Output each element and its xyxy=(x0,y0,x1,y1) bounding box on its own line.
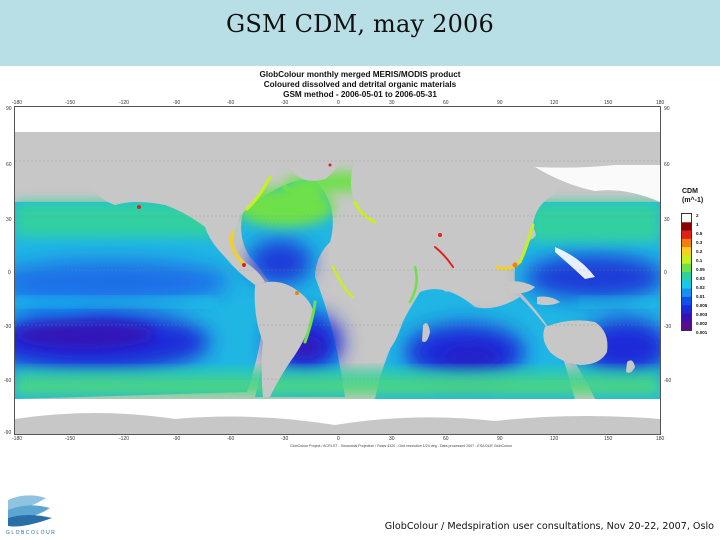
no-data-ice xyxy=(15,107,660,434)
colorbar-swatch xyxy=(682,230,691,240)
equatorial-band xyxy=(15,297,660,307)
lon-label-top: -150 xyxy=(65,100,76,106)
lon-label-bottom: -90 xyxy=(173,436,181,442)
figure-title-line-3: GSM method - 2006-05-01 to 2006-05-31 xyxy=(283,90,437,99)
lon-label-top: 60 xyxy=(443,100,449,106)
lon-label-top: -180 xyxy=(12,100,23,106)
colorbar-swatch xyxy=(682,296,691,306)
colorbar xyxy=(681,213,692,331)
colorbar-title-name: CDM xyxy=(682,188,698,195)
colorbar-label: 0.02 xyxy=(696,285,705,290)
lat-label-right: -60 xyxy=(664,378,672,384)
lon-label-top: 30 xyxy=(389,100,395,106)
lon-label-top: 180 xyxy=(656,100,665,106)
colorbar-label: 1 xyxy=(696,222,699,227)
colorbar-label: 0.5 xyxy=(696,231,703,236)
lon-label-top: 150 xyxy=(604,100,613,106)
colorbar-label: 0.3 xyxy=(696,240,703,245)
colorbar-label: 0.003 xyxy=(696,312,708,317)
colorbar-swatch xyxy=(682,321,691,330)
lon-label-bottom: -60 xyxy=(227,436,235,442)
lon-label-top: -120 xyxy=(119,100,130,106)
figure-title-line-2: Coloured dissolved and detrital organic … xyxy=(263,80,457,89)
lon-label-bottom: 60 xyxy=(443,436,449,442)
colorbar-label: 0.005 xyxy=(696,303,708,308)
lat-label-right: 30 xyxy=(664,217,670,223)
title-band xyxy=(0,0,720,66)
lat-label-right: -30 xyxy=(664,324,672,330)
lon-label-bottom: 90 xyxy=(497,436,503,442)
lon-label-bottom: -180 xyxy=(12,436,23,442)
colorbar-label: 0.05 xyxy=(696,267,705,272)
globcolour-logo xyxy=(8,495,52,527)
lat-label-left: 60 xyxy=(6,162,12,168)
figure-title-line-1: GlobColour monthly merged MERIS/MODIS pr… xyxy=(259,70,461,79)
colorbar-label: 0.002 xyxy=(696,321,708,326)
colorbar-swatch xyxy=(682,263,691,273)
colorbar-swatch xyxy=(682,272,691,281)
colorbar-unit: (m^-1) xyxy=(682,197,704,204)
colorbar-swatch xyxy=(682,238,691,248)
slide-title: GSM CDM, may 2006 xyxy=(226,10,494,38)
lon-label-top: 0 xyxy=(337,100,340,106)
colorbar-svg xyxy=(682,214,691,330)
map-svg xyxy=(15,107,660,434)
lon-label-bottom: 30 xyxy=(389,436,395,442)
colorbar-swatch xyxy=(682,255,691,265)
lat-label-left: 90 xyxy=(6,106,12,112)
colorbar-title: CDM (m^-1) xyxy=(682,187,718,205)
lat-label-right: 90 xyxy=(664,106,670,112)
colorbar-swatch xyxy=(682,288,691,298)
colorbar-label: 0.1 xyxy=(696,258,703,263)
lon-label-bottom: -30 xyxy=(281,436,289,442)
lon-label-bottom: 0 xyxy=(337,436,340,442)
lat-label-right: 60 xyxy=(664,162,670,168)
lon-label-top: -90 xyxy=(173,100,181,106)
lon-label-top: -60 xyxy=(227,100,235,106)
lon-label-top: -30 xyxy=(281,100,289,106)
colorbar-label: 0.2 xyxy=(696,249,703,254)
lon-label-top: 90 xyxy=(497,100,503,106)
map-figure: GlobColour monthly merged MERIS/MODIS pr… xyxy=(0,66,720,460)
colorbar-swatch xyxy=(682,214,691,223)
slide-footer: GlobColour / Medspiration user consultat… xyxy=(384,521,714,532)
lon-label-bottom: -120 xyxy=(119,436,130,442)
coastal-high-cdm xyxy=(229,175,535,344)
lon-label-bottom: 120 xyxy=(550,436,559,442)
figure-credits: GlobColour Project / ACRI-ST - Sinusoida… xyxy=(290,444,513,448)
lon-label-bottom: 180 xyxy=(656,436,665,442)
logo-text: GLOBCOLOUR xyxy=(6,530,57,536)
lon-label-bottom: -150 xyxy=(65,436,76,442)
colorbar-label: 0.01 xyxy=(696,294,705,299)
colorbar-swatch xyxy=(682,280,691,289)
figure-title: GlobColour monthly merged MERIS/MODIS pr… xyxy=(0,70,720,100)
southern-ocean-band xyxy=(15,369,660,395)
lat-label-left: -60 xyxy=(4,378,12,384)
colorbar-swatch xyxy=(682,222,691,231)
lat-label-left: -30 xyxy=(4,324,12,330)
colorbar-swatch xyxy=(682,305,691,314)
colorbar-label: 0.03 xyxy=(696,276,705,281)
lat-label-left: 30 xyxy=(6,217,12,223)
colorbar-label: 2 xyxy=(696,213,699,218)
colorbar-swatch xyxy=(682,247,691,256)
lat-label-right: 0 xyxy=(664,270,667,276)
graticule xyxy=(15,160,660,380)
cdm-world-map xyxy=(14,106,661,435)
colorbar-label: 0.001 xyxy=(696,330,708,335)
hotspots xyxy=(137,163,518,295)
colorbar-swatch xyxy=(682,313,691,323)
lat-label-left: 0 xyxy=(8,270,11,276)
lon-label-top: 120 xyxy=(550,100,559,106)
lon-label-bottom: 150 xyxy=(604,436,613,442)
land-masses xyxy=(75,145,635,397)
lat-label-left: -90 xyxy=(4,430,12,436)
